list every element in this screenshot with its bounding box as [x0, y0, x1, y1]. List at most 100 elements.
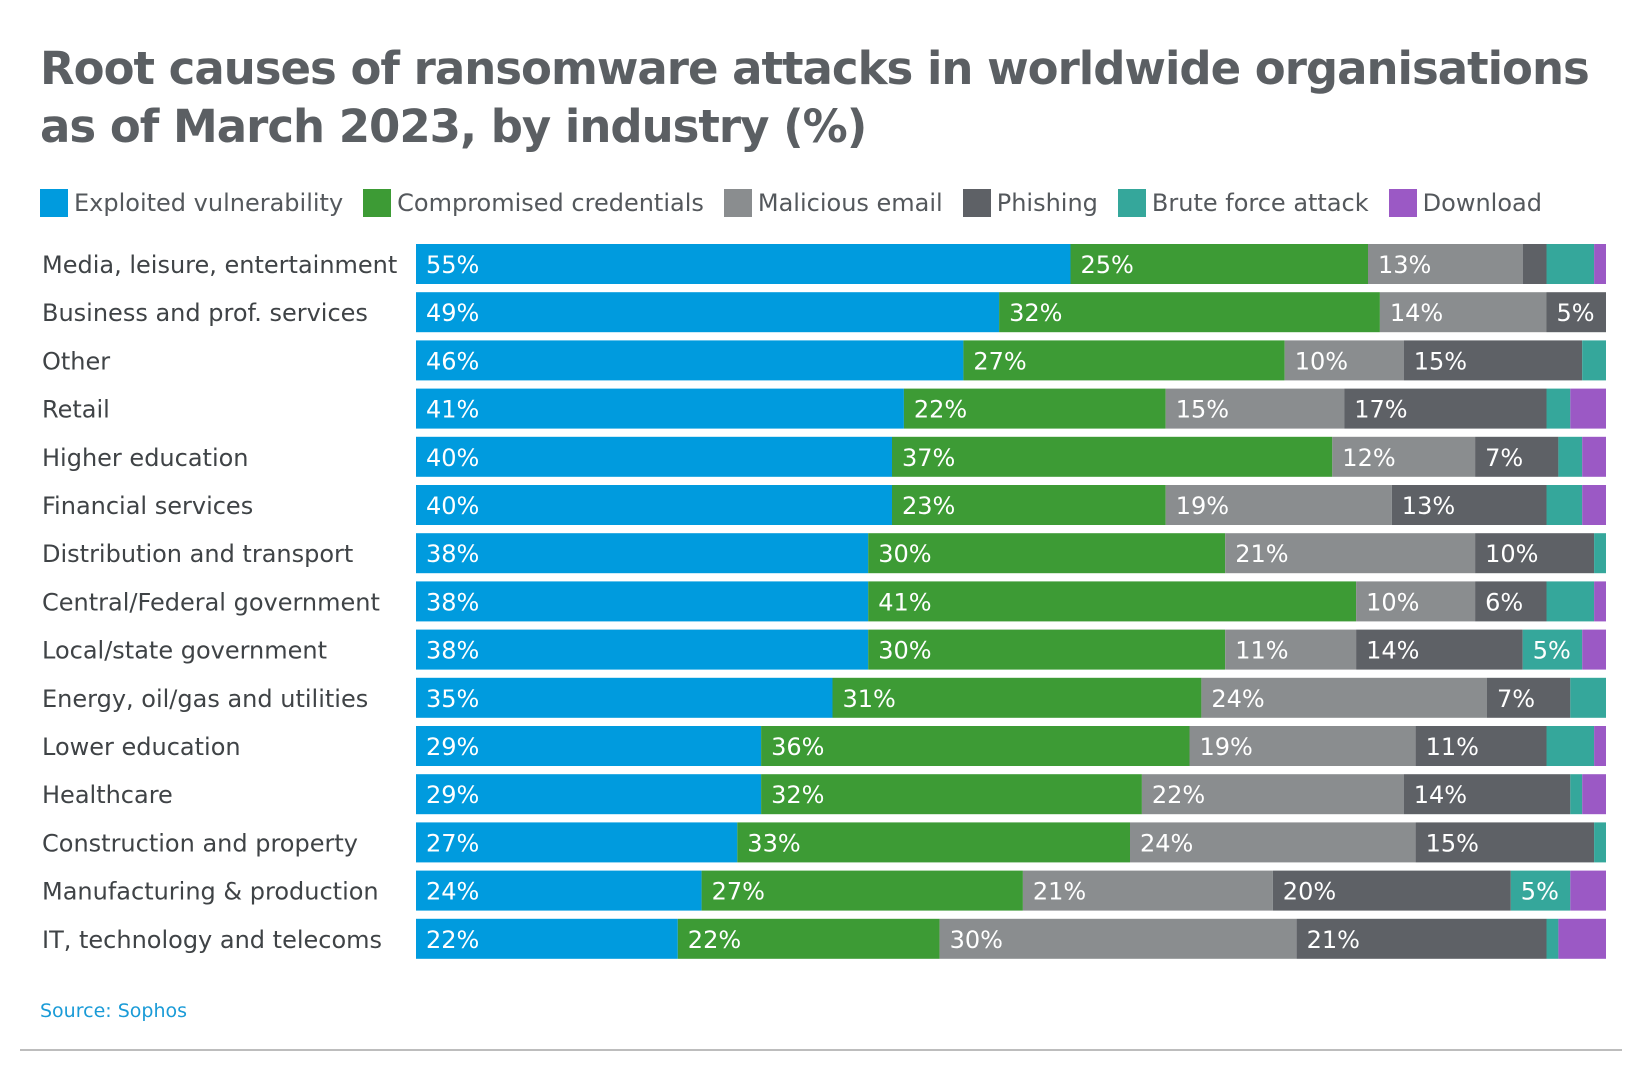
- category-label: Retail: [42, 396, 110, 424]
- bar-segment: [1189, 726, 1416, 766]
- bar-segment: [1284, 340, 1404, 381]
- bar-segment: [1070, 244, 1368, 284]
- legend-item-brute-force-attack: Brute force attack: [1117, 189, 1369, 217]
- bar-segment: [1391, 485, 1547, 525]
- bar-segment: [1546, 581, 1595, 622]
- data-label: 31%: [843, 685, 896, 713]
- bar-segment: [963, 340, 1285, 381]
- data-label: 10%: [1295, 347, 1348, 375]
- legend-item-exploited-vulnerability: Exploited vulnerability: [40, 189, 343, 217]
- data-label: 17%: [1354, 396, 1407, 424]
- source-note: Source: Sophos: [40, 1000, 188, 1022]
- bar-segment: [416, 822, 738, 863]
- data-label: 21%: [1235, 540, 1288, 568]
- data-label: 55%: [426, 251, 479, 279]
- legend-swatch: [40, 189, 68, 217]
- category-label: Local/state government: [42, 637, 327, 665]
- bar-segment: [1415, 822, 1595, 863]
- stacked-bar-chart: Media, leisure, entertainment 55% 25% 13% Bu…: [42, 244, 1606, 959]
- bar-segment: [1522, 244, 1547, 284]
- bar-segment: [416, 726, 762, 766]
- category-label: Media, leisure, entertainment: [42, 251, 397, 279]
- legend-swatch: [962, 189, 991, 217]
- data-label: 36%: [771, 733, 824, 761]
- bar-segment: [1582, 774, 1606, 815]
- legend-item-malicious-email: Malicious email: [723, 189, 943, 217]
- bar-segment: [761, 774, 1142, 815]
- bar-segment: [1296, 918, 1547, 959]
- bar-segment: [761, 726, 1190, 766]
- category-label: Business and prof. services: [42, 299, 368, 327]
- data-label: 41%: [426, 396, 479, 424]
- data-label: 32%: [771, 781, 824, 809]
- category-label: Financial services: [42, 492, 253, 520]
- data-label: 49%: [426, 299, 479, 327]
- bar-segment: [1487, 677, 1571, 718]
- bar-segment: [1379, 292, 1547, 333]
- bar-segment: [1570, 774, 1583, 815]
- data-label: 38%: [426, 588, 479, 616]
- bar-segment: [868, 581, 1357, 622]
- data-label: 46%: [426, 347, 479, 375]
- bar-segment: [416, 870, 702, 911]
- data-label: 30%: [878, 637, 931, 665]
- data-label: 19%: [1200, 733, 1253, 761]
- data-label: 13%: [1402, 492, 1455, 520]
- bar-segment: [416, 629, 869, 670]
- bar-segment: [832, 677, 1202, 718]
- legend-label: Compromised credentials: [397, 189, 704, 217]
- legend: Exploited vulnerability Compromised cred…: [40, 186, 1562, 220]
- data-label: 27%: [426, 829, 479, 857]
- data-label: 19%: [1176, 492, 1229, 520]
- bar-segment: [1546, 244, 1595, 284]
- data-label: 15%: [1414, 347, 1467, 375]
- bar-segment: [1582, 629, 1606, 670]
- bar-segment: [939, 918, 1297, 959]
- category-label: Energy, oil/gas and utilities: [42, 685, 368, 713]
- data-label: 27%: [973, 347, 1026, 375]
- bar-segment: [1344, 388, 1547, 429]
- data-label: 11%: [1426, 733, 1479, 761]
- bar-segment: [1332, 436, 1476, 477]
- data-label: 24%: [1211, 685, 1264, 713]
- data-label: 30%: [950, 926, 1003, 954]
- bar-segment: [416, 677, 833, 718]
- data-label: 24%: [1140, 829, 1193, 857]
- category-label: Higher education: [42, 444, 249, 472]
- bar-segment: [1570, 677, 1606, 718]
- data-label: 15%: [1426, 829, 1479, 857]
- bar-segment: [1570, 870, 1606, 911]
- bottom-divider: [20, 1049, 1622, 1051]
- data-label: 7%: [1485, 444, 1523, 472]
- bar-segment: [416, 244, 1071, 284]
- bar-segment: [416, 292, 1000, 333]
- bar-segment: [1594, 726, 1606, 766]
- bar-segment: [1582, 436, 1606, 477]
- bar-segment: [1546, 388, 1571, 429]
- bar-segment: [416, 388, 904, 429]
- category-label: Other: [42, 347, 110, 375]
- legend-swatch: [1388, 189, 1417, 217]
- data-label: 32%: [1009, 299, 1062, 327]
- data-label: 22%: [688, 926, 741, 954]
- legend-label: Phishing: [996, 189, 1098, 217]
- data-label: 29%: [426, 733, 479, 761]
- data-label: 40%: [426, 492, 479, 520]
- data-label: 5%: [1557, 299, 1595, 327]
- bar-segment: [1475, 436, 1559, 477]
- bar-segment: [1594, 822, 1606, 863]
- bar-segment: [416, 533, 869, 574]
- data-label: 14%: [1414, 781, 1467, 809]
- category-label: Central/Federal government: [42, 588, 380, 616]
- bar-segment: [1594, 581, 1606, 622]
- category-label: Distribution and transport: [42, 540, 353, 568]
- data-label: 33%: [747, 829, 800, 857]
- bar-segment: [1403, 340, 1583, 381]
- bar-segment: [1165, 388, 1345, 429]
- bar-segment: [1022, 870, 1273, 911]
- data-label: 7%: [1497, 685, 1535, 713]
- bar-segment: [677, 918, 940, 959]
- data-label: 21%: [1307, 926, 1360, 954]
- bar-segment: [1475, 533, 1595, 574]
- category-label: Manufacturing & production: [42, 878, 379, 906]
